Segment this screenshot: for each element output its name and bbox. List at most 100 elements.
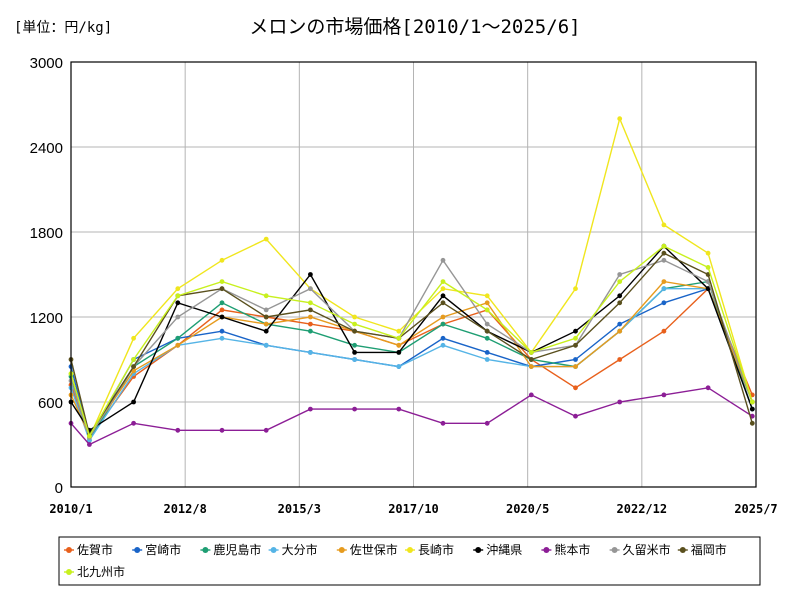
- series-7: [68, 385, 755, 447]
- data-point: [705, 385, 711, 391]
- grid: [70, 61, 757, 488]
- series-3: [68, 286, 755, 443]
- data-point: [352, 406, 357, 412]
- legend-item: 北九州市: [64, 564, 125, 579]
- data-point: [263, 321, 269, 327]
- data-point: [528, 350, 534, 355]
- data-point: [131, 364, 137, 369]
- data-point: [175, 293, 181, 299]
- legend-label: 鹿児島市: [213, 542, 261, 557]
- data-point: [484, 335, 490, 341]
- data-point: [661, 250, 667, 256]
- data-point: [617, 321, 623, 327]
- data-point: [219, 286, 225, 292]
- x-axis-ticks: 2010/1 2012/8 2015/3 2017/10 2020/5 2022/12 20…: [49, 502, 777, 516]
- data-point: [219, 279, 225, 284]
- data-point: [484, 321, 490, 327]
- data-point: [484, 357, 490, 362]
- legend-marker: [679, 547, 686, 553]
- data-point: [484, 350, 490, 355]
- data-point: [440, 420, 446, 426]
- legend-label: 長崎市: [418, 542, 454, 557]
- data-point: [396, 335, 402, 341]
- legend-label: 北九州市: [77, 564, 125, 579]
- y-tick-label: 600: [38, 395, 63, 412]
- legend-label: 福岡市: [691, 542, 727, 557]
- data-point: [352, 328, 357, 334]
- legend-item: 大分市: [268, 542, 318, 557]
- legend-marker: [66, 547, 72, 553]
- data-point: [573, 385, 578, 391]
- data-point: [308, 272, 313, 277]
- data-point: [87, 442, 92, 447]
- data-point: [661, 392, 667, 398]
- data-point: [308, 307, 313, 313]
- legend-marker: [611, 547, 618, 553]
- data-point: [263, 236, 269, 242]
- legend-marker: [202, 547, 209, 553]
- data-point: [484, 420, 490, 426]
- data-point: [705, 272, 711, 277]
- x-tick-label: 2025/7: [734, 502, 777, 516]
- legend-item: 福岡市: [677, 542, 727, 557]
- data-point: [661, 300, 667, 306]
- data-point: [749, 420, 755, 426]
- data-point: [617, 279, 623, 284]
- data-point: [263, 314, 269, 320]
- legend-label: 宮崎市: [145, 542, 181, 557]
- data-point: [352, 314, 357, 320]
- x-tick-label: 2015/3: [278, 502, 321, 516]
- data-point: [440, 286, 446, 292]
- data-point: [308, 406, 313, 412]
- data-point: [263, 307, 269, 313]
- data-point: [440, 321, 446, 327]
- data-point: [573, 364, 578, 369]
- data-point: [661, 286, 667, 292]
- data-point: [484, 300, 490, 306]
- legend-marker: [134, 547, 141, 553]
- data-point: [661, 243, 667, 249]
- data-point: [352, 342, 357, 348]
- data-point: [308, 314, 313, 320]
- series-line: [70, 287, 753, 439]
- legend-item: 佐世保市: [336, 542, 398, 557]
- legend-item: 熊本市: [541, 542, 590, 557]
- data-point: [617, 357, 623, 362]
- data-point: [308, 328, 313, 334]
- chart-title: メロンの市場価格[2010/1～2025/6]: [249, 16, 580, 38]
- y-tick-label: 2400: [30, 140, 63, 157]
- series-line: [70, 245, 753, 432]
- legend-label: 佐賀市: [77, 542, 113, 557]
- data-point: [263, 427, 269, 433]
- legend-label: 沖縄県: [486, 542, 522, 557]
- data-point: [661, 328, 667, 334]
- data-point: [175, 335, 181, 341]
- data-point: [617, 272, 623, 277]
- legend-label: 熊本市: [554, 542, 590, 557]
- data-point: [573, 335, 578, 341]
- data-point: [573, 413, 578, 419]
- legend-item: 沖縄県: [473, 542, 522, 557]
- data-point: [175, 286, 181, 292]
- data-point: [396, 406, 402, 412]
- legend-box: [58, 536, 761, 586]
- data-point: [528, 357, 534, 362]
- series-line: [70, 287, 753, 440]
- x-tick-label: 2017/10: [388, 502, 439, 516]
- data-point: [219, 307, 225, 313]
- legend-marker: [66, 569, 72, 575]
- legend-item: 宮崎市: [132, 542, 181, 557]
- data-point: [617, 116, 623, 122]
- data-point: [661, 279, 667, 284]
- y-tick-label: 3000: [30, 55, 63, 72]
- legend-marker: [543, 547, 550, 553]
- y-tick-label: 0: [55, 480, 63, 497]
- data-point: [749, 399, 755, 405]
- data-point: [219, 328, 225, 334]
- data-point: [396, 364, 402, 369]
- data-point: [484, 293, 490, 299]
- x-tick-label: 2012/8: [163, 502, 206, 516]
- data-point: [573, 342, 578, 348]
- data-point: [219, 427, 225, 433]
